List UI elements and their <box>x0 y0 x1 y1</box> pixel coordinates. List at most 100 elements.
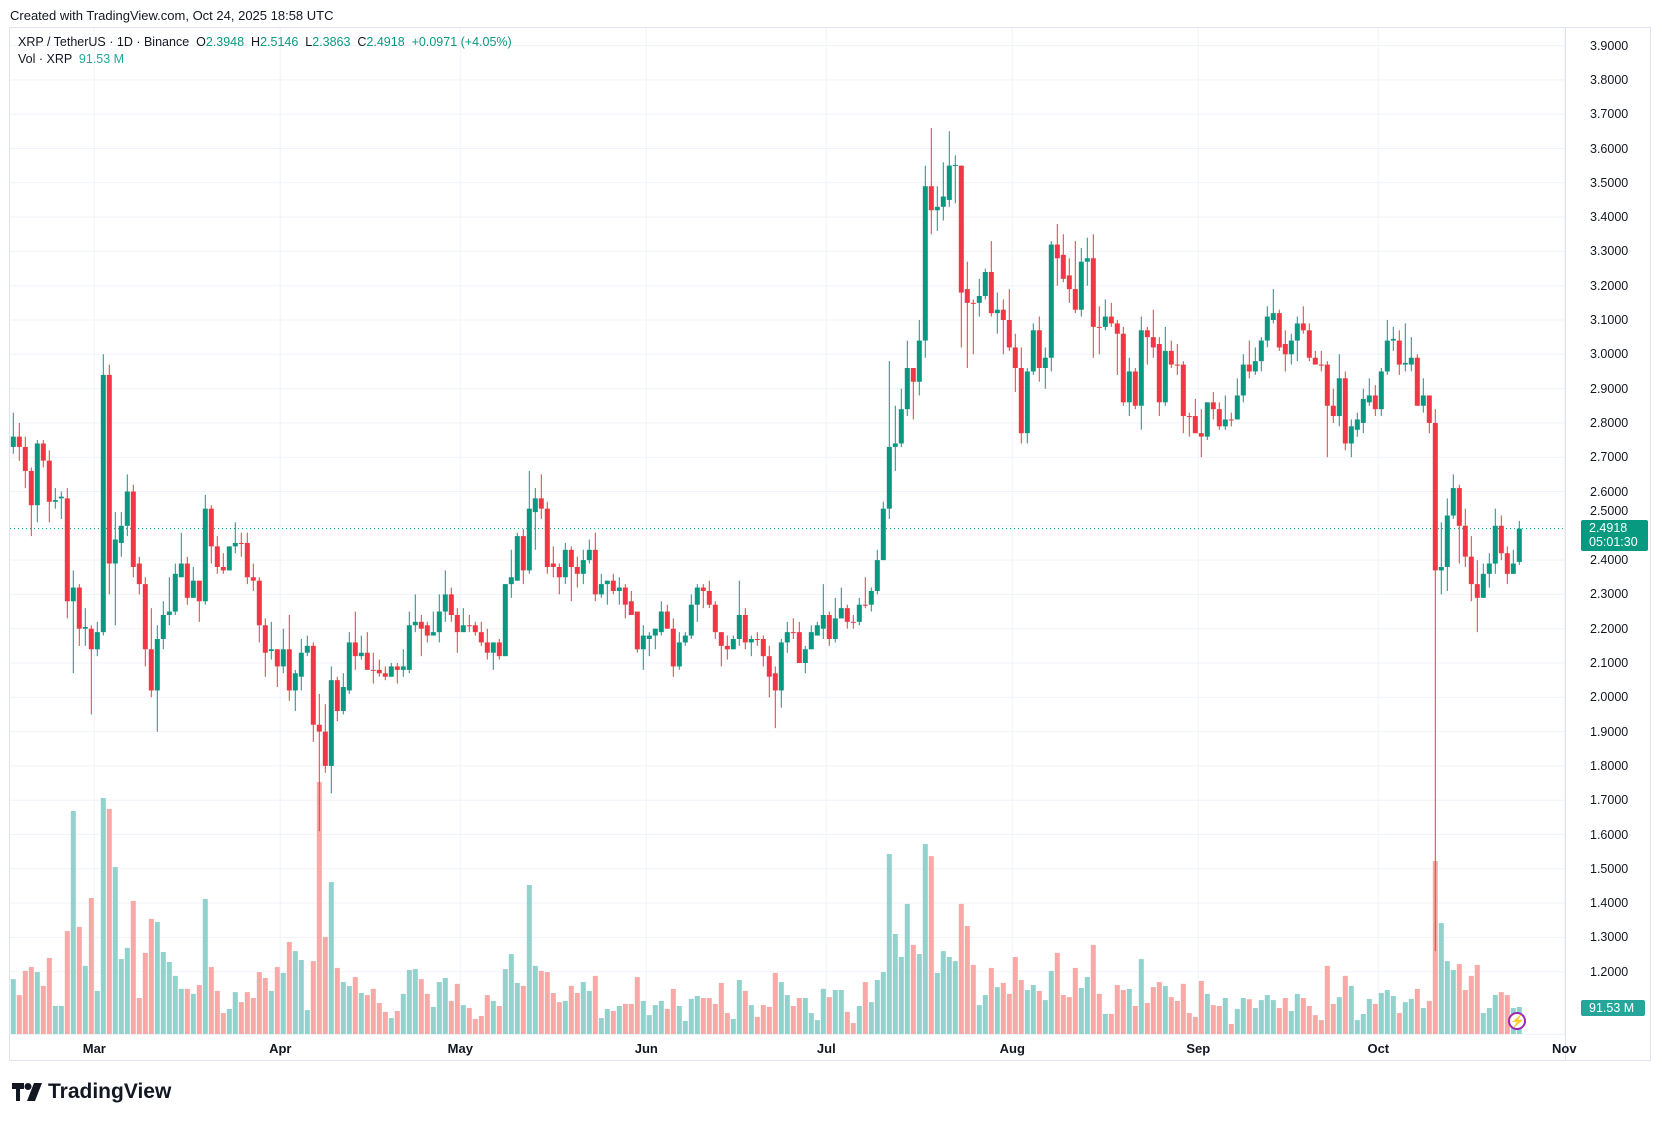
lightning-bolt-icon[interactable]: ⚡ <box>1508 1012 1526 1030</box>
candle-body <box>886 446 892 509</box>
volume-bar <box>346 985 352 1034</box>
candle-body <box>604 580 610 585</box>
volume-bar <box>856 1005 862 1034</box>
candle-body <box>700 587 706 591</box>
chart-plot-area[interactable] <box>10 28 1565 1035</box>
price-tick-label: 2.7000 <box>1590 450 1629 465</box>
candle-body <box>1036 330 1042 369</box>
candle-body <box>1018 368 1024 434</box>
candle-body <box>1126 371 1132 403</box>
candle-body <box>976 295 982 303</box>
volume-bar <box>1090 944 1096 1034</box>
volume-bar <box>682 1021 688 1034</box>
candle-body <box>1336 378 1342 417</box>
candle-body <box>1486 563 1492 574</box>
volume-bar <box>598 1018 604 1034</box>
volume-bar <box>1300 998 1306 1034</box>
candle-body <box>1006 320 1012 348</box>
created-with-caption: Created with TradingView.com, Oct 24, 20… <box>10 8 334 23</box>
price-tick-label: 1.7000 <box>1590 793 1629 808</box>
volume-bar <box>706 998 712 1034</box>
candle-body <box>172 573 178 612</box>
last-volume-tag: 91.53 M <box>1581 1000 1645 1016</box>
price-tick-label: 3.7000 <box>1590 107 1629 122</box>
volume-bar <box>970 964 976 1034</box>
candle-body <box>1138 330 1144 406</box>
volume-bar <box>1366 998 1372 1034</box>
candle-body <box>898 409 904 444</box>
price-tick-label: 3.9000 <box>1590 38 1629 53</box>
volume-bar <box>1246 999 1252 1034</box>
volume-bar <box>1054 952 1060 1034</box>
volume-bar <box>478 1016 484 1034</box>
volume-bar <box>118 959 124 1034</box>
volume-title[interactable]: Vol · XRP <box>18 52 72 66</box>
candle-body <box>148 649 154 691</box>
price-axis-separator <box>1565 28 1566 1060</box>
volume-bar <box>394 1010 400 1034</box>
candle-body <box>586 549 592 561</box>
candle-body <box>796 632 802 663</box>
volume-bar <box>106 808 112 1034</box>
candle-body <box>1366 395 1372 403</box>
volume-bar <box>616 1005 622 1034</box>
volume-bar <box>670 988 676 1034</box>
candle-body <box>958 165 964 293</box>
volume-bar <box>988 967 994 1034</box>
candle-body <box>1186 416 1192 418</box>
volume-bar <box>1288 1010 1294 1034</box>
candle-body <box>1060 254 1066 279</box>
candle-body <box>454 614 460 633</box>
time-tick-label: Jun <box>634 1041 658 1056</box>
volume-bar <box>694 995 700 1034</box>
volume-bar <box>982 995 988 1034</box>
volume-bar <box>898 957 904 1034</box>
candle-body <box>190 580 196 598</box>
volume-bar <box>1120 990 1126 1034</box>
candle-body <box>292 673 298 691</box>
volume-bar <box>286 941 292 1034</box>
candle-body <box>1264 316 1270 341</box>
volume-bar <box>178 988 184 1034</box>
volume-bar <box>1048 970 1054 1034</box>
time-tick-label: Oct <box>1367 1041 1390 1056</box>
candle-body <box>1270 313 1276 320</box>
candle-body <box>1030 330 1036 372</box>
candle-body <box>688 604 694 636</box>
volume-bar <box>34 972 40 1034</box>
candle-body <box>538 498 544 509</box>
candle-body <box>1096 326 1102 328</box>
volume-bar <box>748 1005 754 1034</box>
volume-bar <box>1180 983 1186 1034</box>
time-tick-label: Apr <box>269 1041 292 1056</box>
volume-bar <box>952 961 958 1034</box>
volume-bar <box>976 1005 982 1034</box>
volume-bar <box>334 967 340 1034</box>
candle-body <box>970 302 976 304</box>
volume-bar <box>1198 980 1204 1034</box>
candle-body <box>328 680 334 766</box>
volume-bar <box>922 844 928 1034</box>
candle-body <box>868 590 874 605</box>
candle-body <box>394 666 400 670</box>
candle-body <box>724 645 730 650</box>
candle-body <box>1372 395 1378 410</box>
volume-bar <box>1252 1008 1258 1034</box>
volume-bar <box>310 961 316 1034</box>
candle-body <box>568 549 574 567</box>
volume-bar <box>442 977 448 1034</box>
volume-bar <box>1006 993 1012 1034</box>
open-value: 2.3948 <box>205 35 245 49</box>
candle-body <box>1258 340 1264 362</box>
volume-bar <box>28 967 34 1034</box>
high-value: 2.5146 <box>260 35 299 49</box>
candle-body <box>1174 364 1180 366</box>
candle-body <box>1312 357 1318 365</box>
volume-bar <box>1270 1000 1276 1034</box>
candle-body <box>1348 426 1354 444</box>
volume-bar <box>1372 1003 1378 1034</box>
volume-bar <box>1228 1023 1234 1034</box>
symbol-title[interactable]: XRP / TetherUS · 1D · Binance <box>18 35 190 49</box>
candle-body <box>1504 553 1510 574</box>
volume-bar <box>124 947 130 1034</box>
